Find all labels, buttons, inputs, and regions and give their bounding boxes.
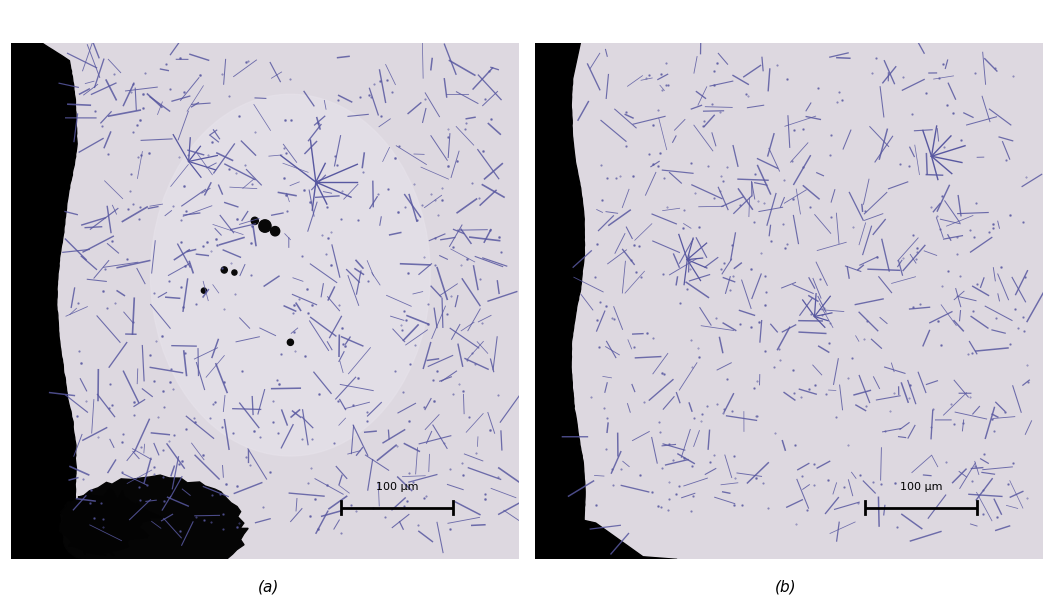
Circle shape <box>251 217 258 224</box>
Circle shape <box>288 339 293 345</box>
Polygon shape <box>60 475 248 581</box>
Circle shape <box>221 267 228 273</box>
Text: (b): (b) <box>775 579 796 594</box>
Text: 100 μm: 100 μm <box>900 482 942 492</box>
Circle shape <box>232 270 237 275</box>
Circle shape <box>259 220 271 232</box>
Polygon shape <box>60 489 161 556</box>
Circle shape <box>271 227 279 236</box>
Text: 100 μm: 100 μm <box>376 482 418 492</box>
Text: (a): (a) <box>258 579 279 594</box>
Polygon shape <box>534 43 677 559</box>
Circle shape <box>201 288 207 293</box>
Ellipse shape <box>151 94 430 456</box>
Polygon shape <box>11 43 163 559</box>
